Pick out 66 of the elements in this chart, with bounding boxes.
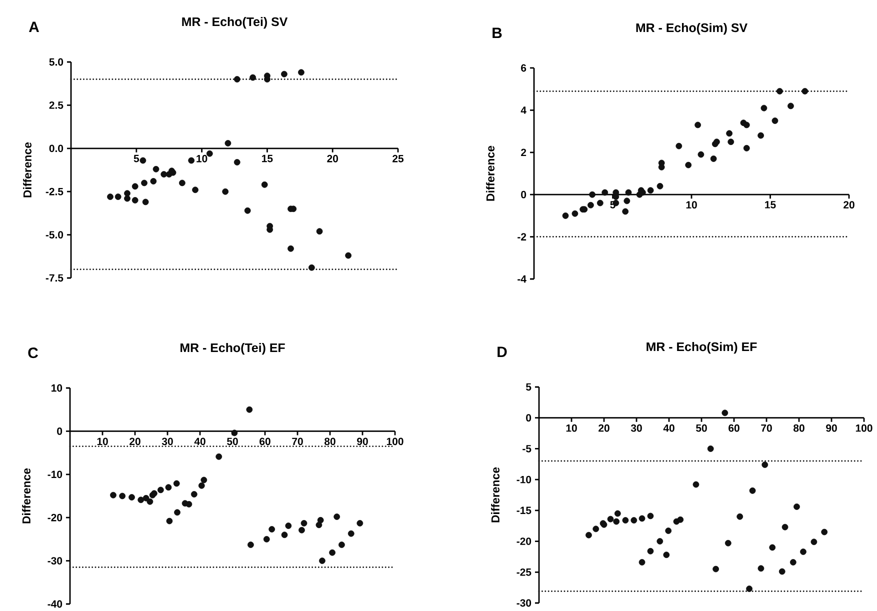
text: A <box>28 22 39 32</box>
y-axis-title: Difference <box>22 468 30 524</box>
y-tick-label: -5 <box>522 445 532 452</box>
x-tick-label: 20 <box>844 201 854 209</box>
x-tick-label: 60 <box>260 438 270 446</box>
x-tick-label: 10 <box>566 424 577 432</box>
x-tick-label: 90 <box>357 438 368 446</box>
y-tick-label: 5 <box>526 383 532 391</box>
x-tick-label: 60 <box>728 424 740 432</box>
chart-title: MR - Echo(Sim) SV <box>636 22 748 35</box>
x-tick-label: 10 <box>686 201 697 209</box>
x-tick-label: 30 <box>162 438 173 446</box>
y-tick-label: -2 <box>518 233 526 240</box>
y-axis-title: Difference <box>486 146 494 201</box>
y-tick-label: -20 <box>516 538 532 545</box>
y-tick-label: -4 <box>518 275 526 283</box>
y-tick-label: -5.0 <box>46 231 64 238</box>
x-tick-label: 80 <box>324 438 336 446</box>
y-tick-label: -2.5 <box>46 188 64 196</box>
y-axis-title: Difference <box>23 142 32 198</box>
x-tick-label: 20 <box>327 154 338 162</box>
y-tick-label: -7.5 <box>46 274 64 282</box>
x-tick-label: 15 <box>262 154 273 162</box>
x-tick-label: 80 <box>794 424 804 432</box>
x-tick-label: 40 <box>194 438 206 446</box>
chart-title: MR - Echo(Tei) EF <box>180 342 285 355</box>
x-tick-label: 15 <box>765 201 776 208</box>
x-tick-label: 20 <box>130 438 140 446</box>
y-tick-label: 10 <box>52 384 62 392</box>
y-axis-title: Difference <box>491 467 500 522</box>
y-tick-label: -10 <box>516 476 532 484</box>
y-tick-label: 2.5 <box>49 101 64 109</box>
x-tick-label: 100 <box>386 438 404 446</box>
chart-title: MR - Echo(Sim) EF <box>646 342 757 354</box>
x-tick-label: 20 <box>598 424 610 432</box>
x-tick-label: 100 <box>856 424 872 432</box>
x-tick-label: 70 <box>292 438 303 446</box>
y-tick-label: 0 <box>57 428 62 435</box>
x-tick-label: 10 <box>97 438 108 446</box>
x-tick-label: 25 <box>392 154 404 162</box>
y-tick-label: 5.0 <box>49 58 64 66</box>
text: C <box>28 348 38 358</box>
x-tick-label: 40 <box>663 424 674 432</box>
y-tick-label: -30 <box>48 557 62 565</box>
text: B <box>492 28 502 38</box>
y-tick-label: -15 <box>516 506 532 514</box>
x-tick-label: 10 <box>196 154 208 162</box>
x-tick-label: 70 <box>761 424 772 432</box>
y-tick-label: 0 <box>526 414 532 422</box>
x-tick-label: 50 <box>696 424 707 432</box>
y-tick-label: 0.0 <box>49 144 64 152</box>
y-tick-label: -25 <box>516 568 532 576</box>
x-tick-label: 5 <box>134 154 140 162</box>
x-tick-label: 90 <box>826 424 837 432</box>
y-tick-label: -20 <box>48 514 62 522</box>
y-tick-label: -30 <box>516 599 532 607</box>
y-tick-label: 2 <box>521 148 526 156</box>
y-tick-label: -40 <box>48 600 62 608</box>
chart-title: MR - Echo(Tei) SV <box>182 16 288 29</box>
y-tick-label: 4 <box>520 106 526 114</box>
x-tick-label: 50 <box>227 438 238 446</box>
text: D <box>498 346 507 357</box>
y-tick-label: -10 <box>48 470 62 478</box>
y-tick-label: 0 <box>521 190 526 198</box>
x-tick-label: 30 <box>630 424 642 432</box>
y-tick-label: 6 <box>521 64 526 72</box>
